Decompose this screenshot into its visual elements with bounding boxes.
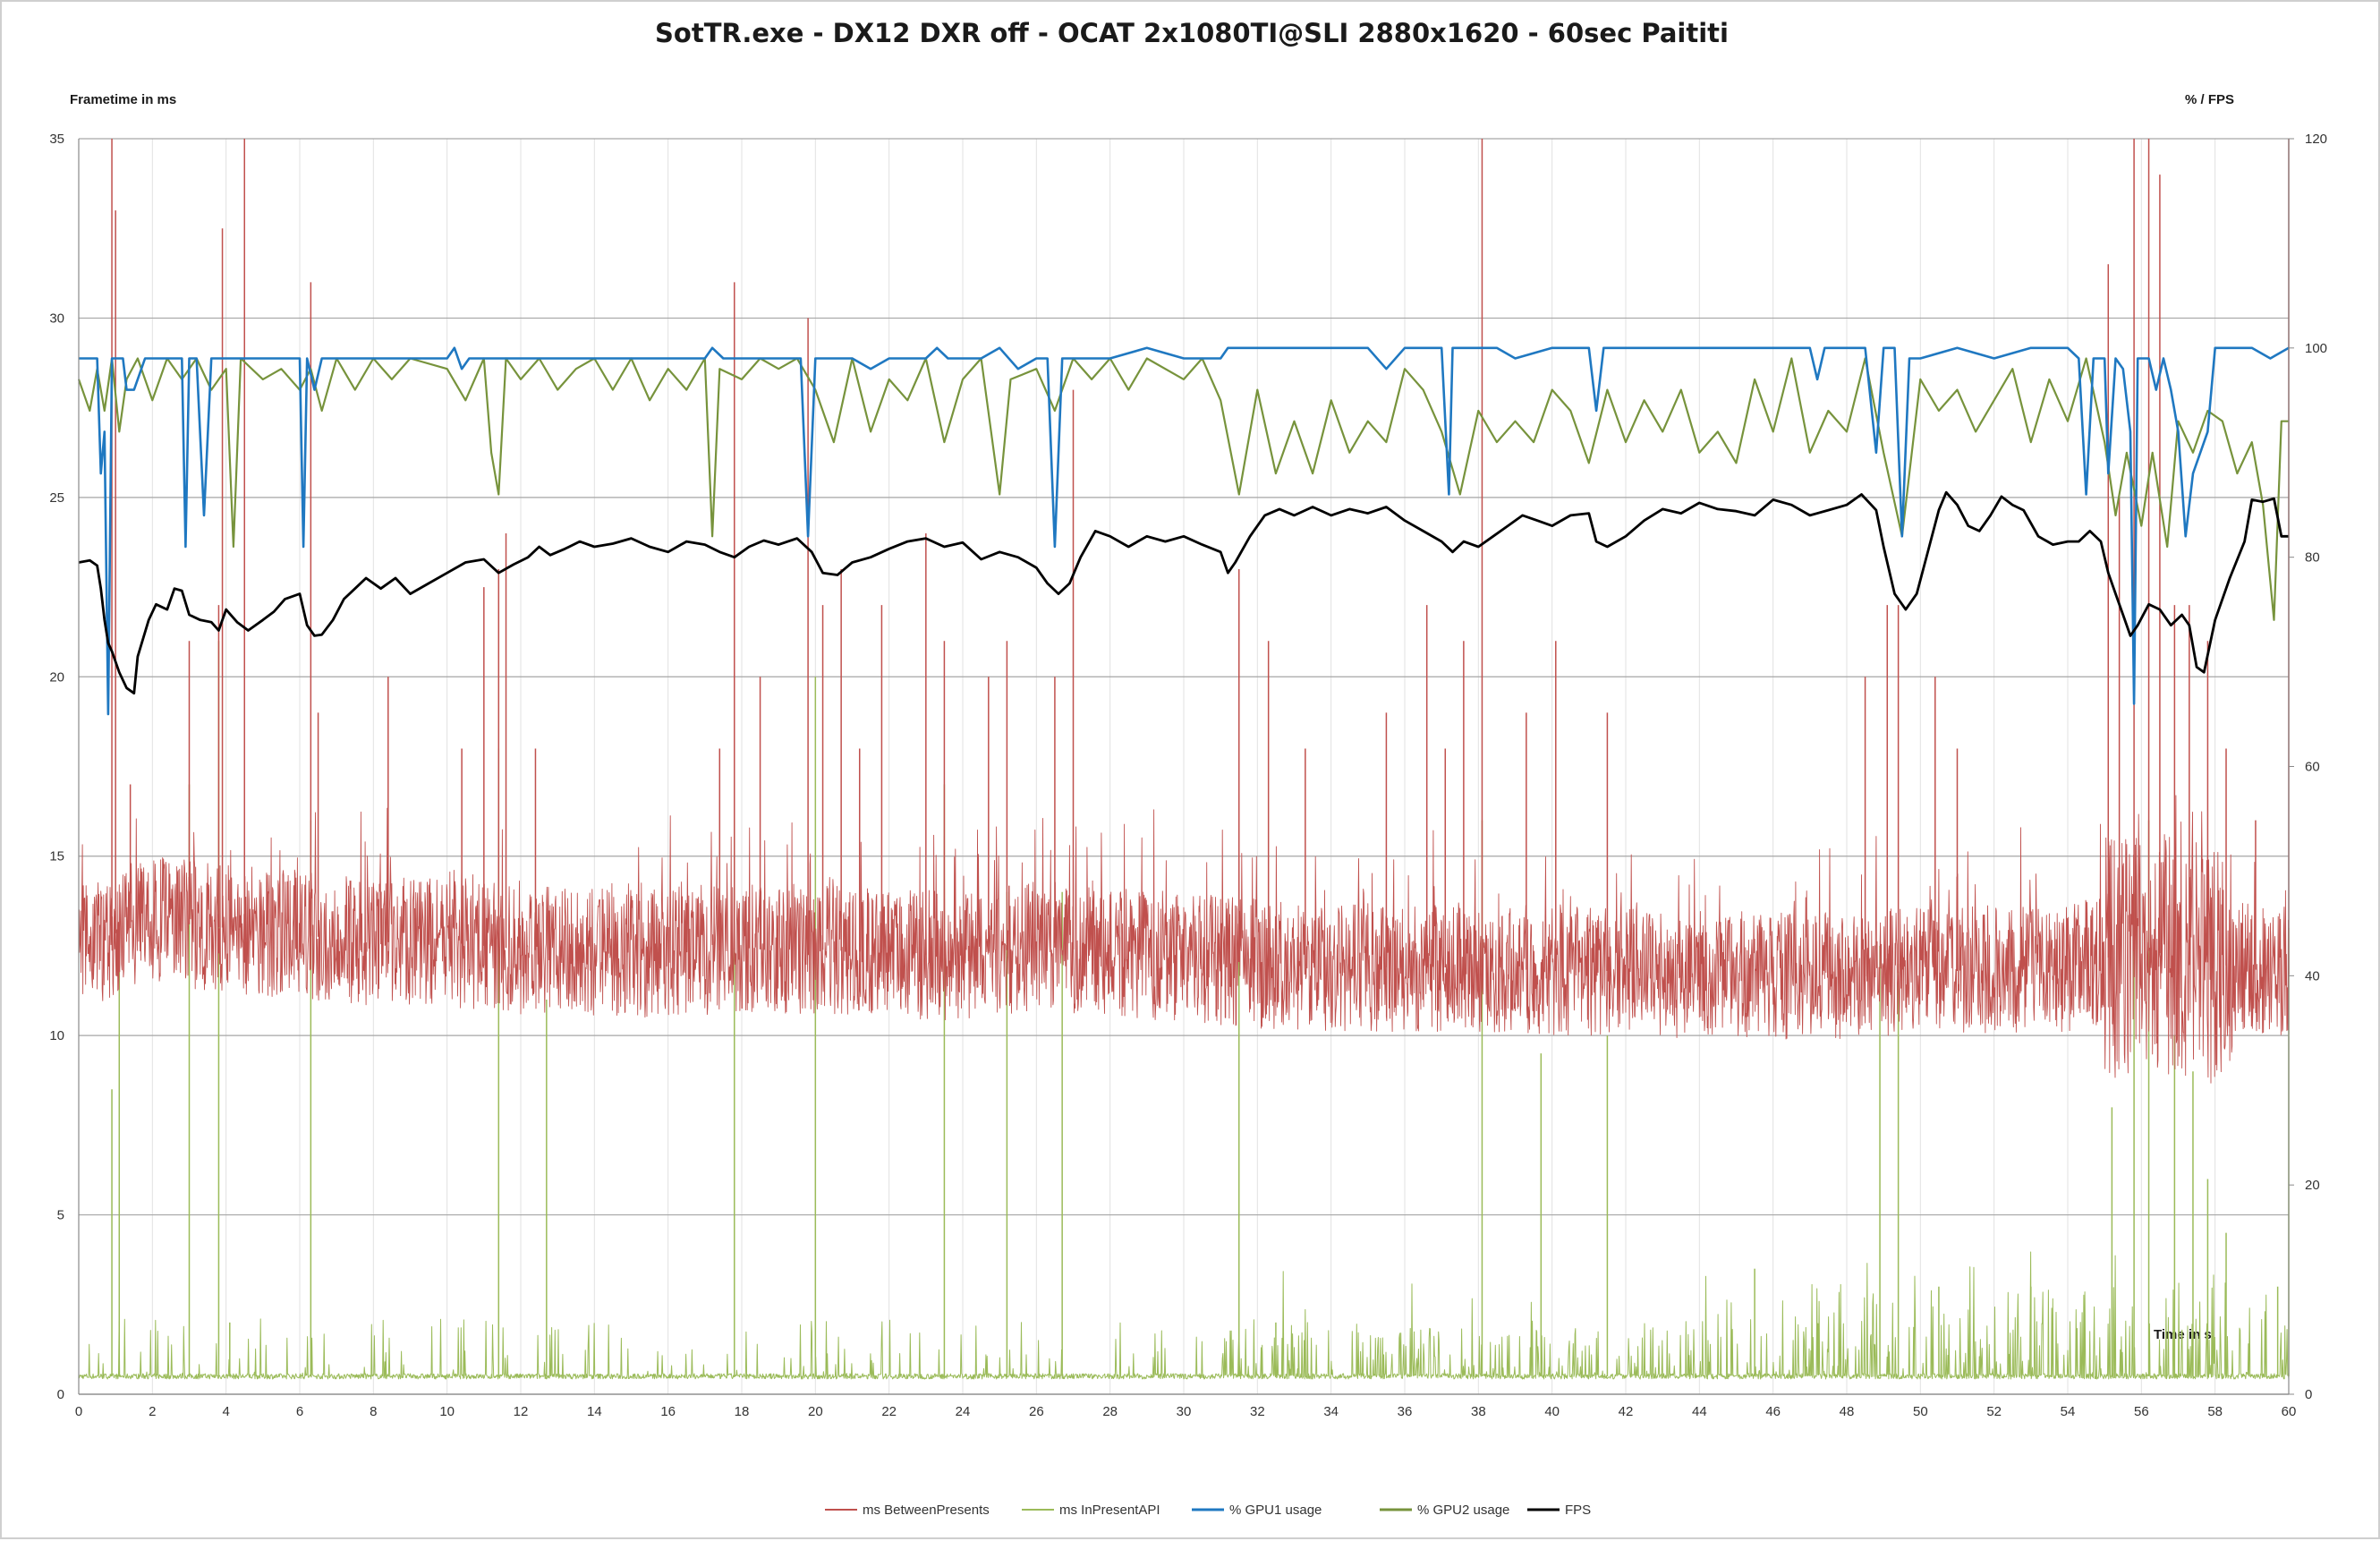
- x-tick-label: 16: [660, 1404, 676, 1419]
- y2-tick-label: 0: [2305, 1387, 2312, 1402]
- legend-label-gpu1-usage: % GPU1 usage: [1229, 1503, 1322, 1518]
- x-tick-label: 22: [881, 1404, 897, 1419]
- y2-tick-label: 80: [2305, 550, 2320, 566]
- series-line-ms-betweenpresents: [78, 795, 2290, 1084]
- y-tick-label: 25: [49, 490, 64, 506]
- x-tick-label: 6: [296, 1404, 303, 1419]
- chart-title: SotTR.exe - DX12 DXR off - OCAT 2x1080TI…: [655, 18, 1729, 48]
- x-tick-label: 54: [2061, 1404, 2076, 1419]
- x-tick-label: 52: [1986, 1404, 2002, 1419]
- x-tick-label: 38: [1471, 1404, 1486, 1419]
- y-tick-label: 35: [49, 132, 64, 147]
- legend-label-gpu2-usage: % GPU2 usage: [1417, 1503, 1509, 1518]
- x-tick-label: 30: [1177, 1404, 1192, 1419]
- x-tick-label: 2: [149, 1404, 156, 1419]
- legend: ms BetweenPresents ms InPresentAPI % GPU1 …: [825, 1503, 1591, 1518]
- x-tick-label: 26: [1029, 1404, 1044, 1419]
- series-line-ms-inpresentapi: [78, 1251, 2290, 1380]
- y-tick-label: 5: [57, 1208, 64, 1223]
- x-tick-label: 4: [222, 1404, 229, 1419]
- x-tick-label: 18: [735, 1404, 750, 1419]
- y-tick-label: 15: [49, 849, 64, 864]
- y-tick-label: 0: [57, 1387, 64, 1402]
- x-tick-label: 42: [1619, 1404, 1634, 1419]
- legend-label-ms-inpresentapi: ms InPresentAPI: [1059, 1503, 1160, 1518]
- x-tick-label: 40: [1544, 1404, 1560, 1419]
- x-tick-label: 32: [1250, 1404, 1265, 1419]
- x-tick-label: 28: [1102, 1404, 1118, 1419]
- y-tick-label: 30: [49, 311, 64, 326]
- series-layer: [77, 139, 2290, 1380]
- y2-tick-label: 120: [2305, 132, 2327, 147]
- series-line-fps: [78, 490, 2289, 695]
- x-tick-label: 48: [1840, 1404, 1855, 1419]
- y2-tick-label: 40: [2305, 968, 2320, 983]
- legend-label-fps: FPS: [1565, 1503, 1591, 1518]
- y2-axis-label: % / FPS: [2185, 92, 2234, 107]
- x-tick-label: 50: [1913, 1404, 1928, 1419]
- x-tick-label: 12: [514, 1404, 529, 1419]
- x-tick-label: 34: [1323, 1404, 1339, 1419]
- x-tick-label: 10: [439, 1404, 455, 1419]
- x-tick-label: 36: [1398, 1404, 1413, 1419]
- y-axis-label: Frametime in ms: [70, 92, 176, 107]
- x-tick-label: 56: [2134, 1404, 2149, 1419]
- series-line-gpu2-usage: [77, 357, 2289, 621]
- y2-tick-label: 20: [2305, 1178, 2320, 1193]
- x-tick-label: 46: [1765, 1404, 1781, 1419]
- x-tick-label: 44: [1692, 1404, 1707, 1419]
- axes-layer: 0 2 4 6 8 10 12 14 16 18 20 22 24 26 28 30 32 34 36 38 40 42 4…: [49, 132, 2327, 1419]
- y2-tick-label: 100: [2305, 341, 2327, 356]
- legend-label-ms-betweenpresents: ms BetweenPresents: [863, 1503, 990, 1518]
- x-tick-label: 0: [75, 1404, 82, 1419]
- x-tick-label: 60: [2282, 1404, 2297, 1419]
- y-tick-label: 10: [49, 1028, 64, 1043]
- y2-tick-label: 60: [2305, 760, 2320, 775]
- x-tick-label: 20: [808, 1404, 823, 1419]
- x-tick-label: 58: [2207, 1404, 2223, 1419]
- x-tick-label: 24: [956, 1404, 971, 1419]
- series-line-gpu1-usage: [79, 346, 2290, 716]
- y-tick-label: 20: [49, 669, 64, 685]
- x-tick-label: 14: [587, 1404, 602, 1419]
- x-tick-label: 8: [370, 1404, 377, 1419]
